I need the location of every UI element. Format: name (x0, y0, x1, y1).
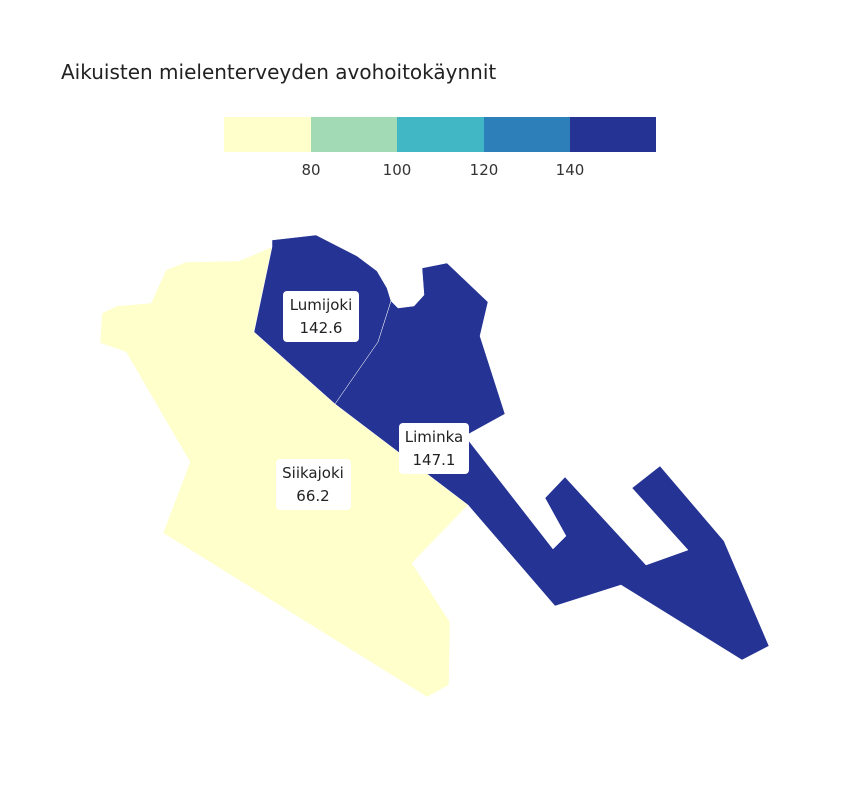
legend-tick-140: 140 (556, 161, 585, 179)
region-name: Lumijoki (290, 296, 353, 314)
label-liminka: Liminka 147.1 (399, 423, 469, 474)
region-name: Liminka (405, 428, 463, 446)
region-value: 142.6 (300, 319, 343, 337)
region-liminka[interactable] (334, 262, 770, 661)
label-box (276, 459, 351, 510)
label-box (399, 423, 469, 474)
legend-tick-120: 120 (470, 161, 499, 179)
legend-bin-2 (311, 117, 397, 152)
legend-tick-100: 100 (383, 161, 412, 179)
legend-tick-80: 80 (301, 161, 320, 179)
legend-bin-4 (484, 117, 570, 152)
legend-bin-3 (397, 117, 484, 152)
region-name: Siikajoki (282, 464, 344, 482)
legend-bin-5 (570, 117, 656, 152)
map-title: Aikuisten mielenterveyden avohoitokäynni… (61, 60, 497, 84)
region-value: 147.1 (413, 451, 456, 469)
label-box (283, 291, 359, 342)
label-lumijoki: Lumijoki 142.6 (283, 291, 359, 342)
label-siikajoki: Siikajoki 66.2 (276, 459, 351, 510)
color-legend: 80 100 120 140 (224, 117, 656, 179)
legend-bin-1 (224, 117, 311, 152)
region-value: 66.2 (296, 487, 329, 505)
